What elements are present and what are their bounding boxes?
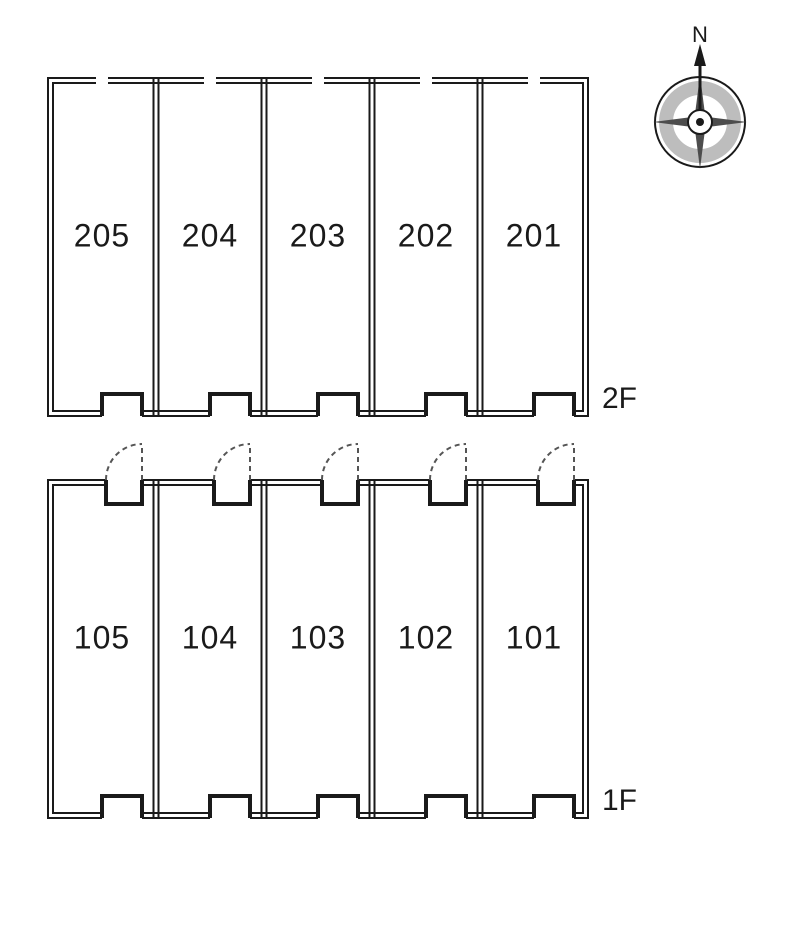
floor-2F: 205 204 203 202 201 2F [48,77,637,418]
unit-label-105: 105 [74,619,130,655]
unit-label-104: 104 [182,619,238,655]
unit-label-202: 202 [398,217,454,253]
door-swing-arc [106,444,142,480]
floor-label-2F: 2F [602,382,637,415]
door-swing-arc [214,444,250,480]
floor-plan-diagram: N 205 204 203 202 201 2F 105 104 103 102 101 1F [0,0,800,940]
compass-icon: N [653,22,747,169]
compass-north-label: N [692,22,708,47]
unit-label-101: 101 [506,619,562,655]
door-swing-arc [322,444,358,480]
door-swing-arc [538,444,574,480]
unit-label-203: 203 [290,217,346,253]
unit-label-205: 205 [74,217,130,253]
door-swing-arc [430,444,466,480]
unit-label-201: 201 [506,217,562,253]
floor-label-1F: 1F [602,784,637,817]
floor-1F: 105 104 103 102 101 1F [48,444,637,820]
unit-label-204: 204 [182,217,238,253]
unit-label-102: 102 [398,619,454,655]
unit-label-103: 103 [290,619,346,655]
